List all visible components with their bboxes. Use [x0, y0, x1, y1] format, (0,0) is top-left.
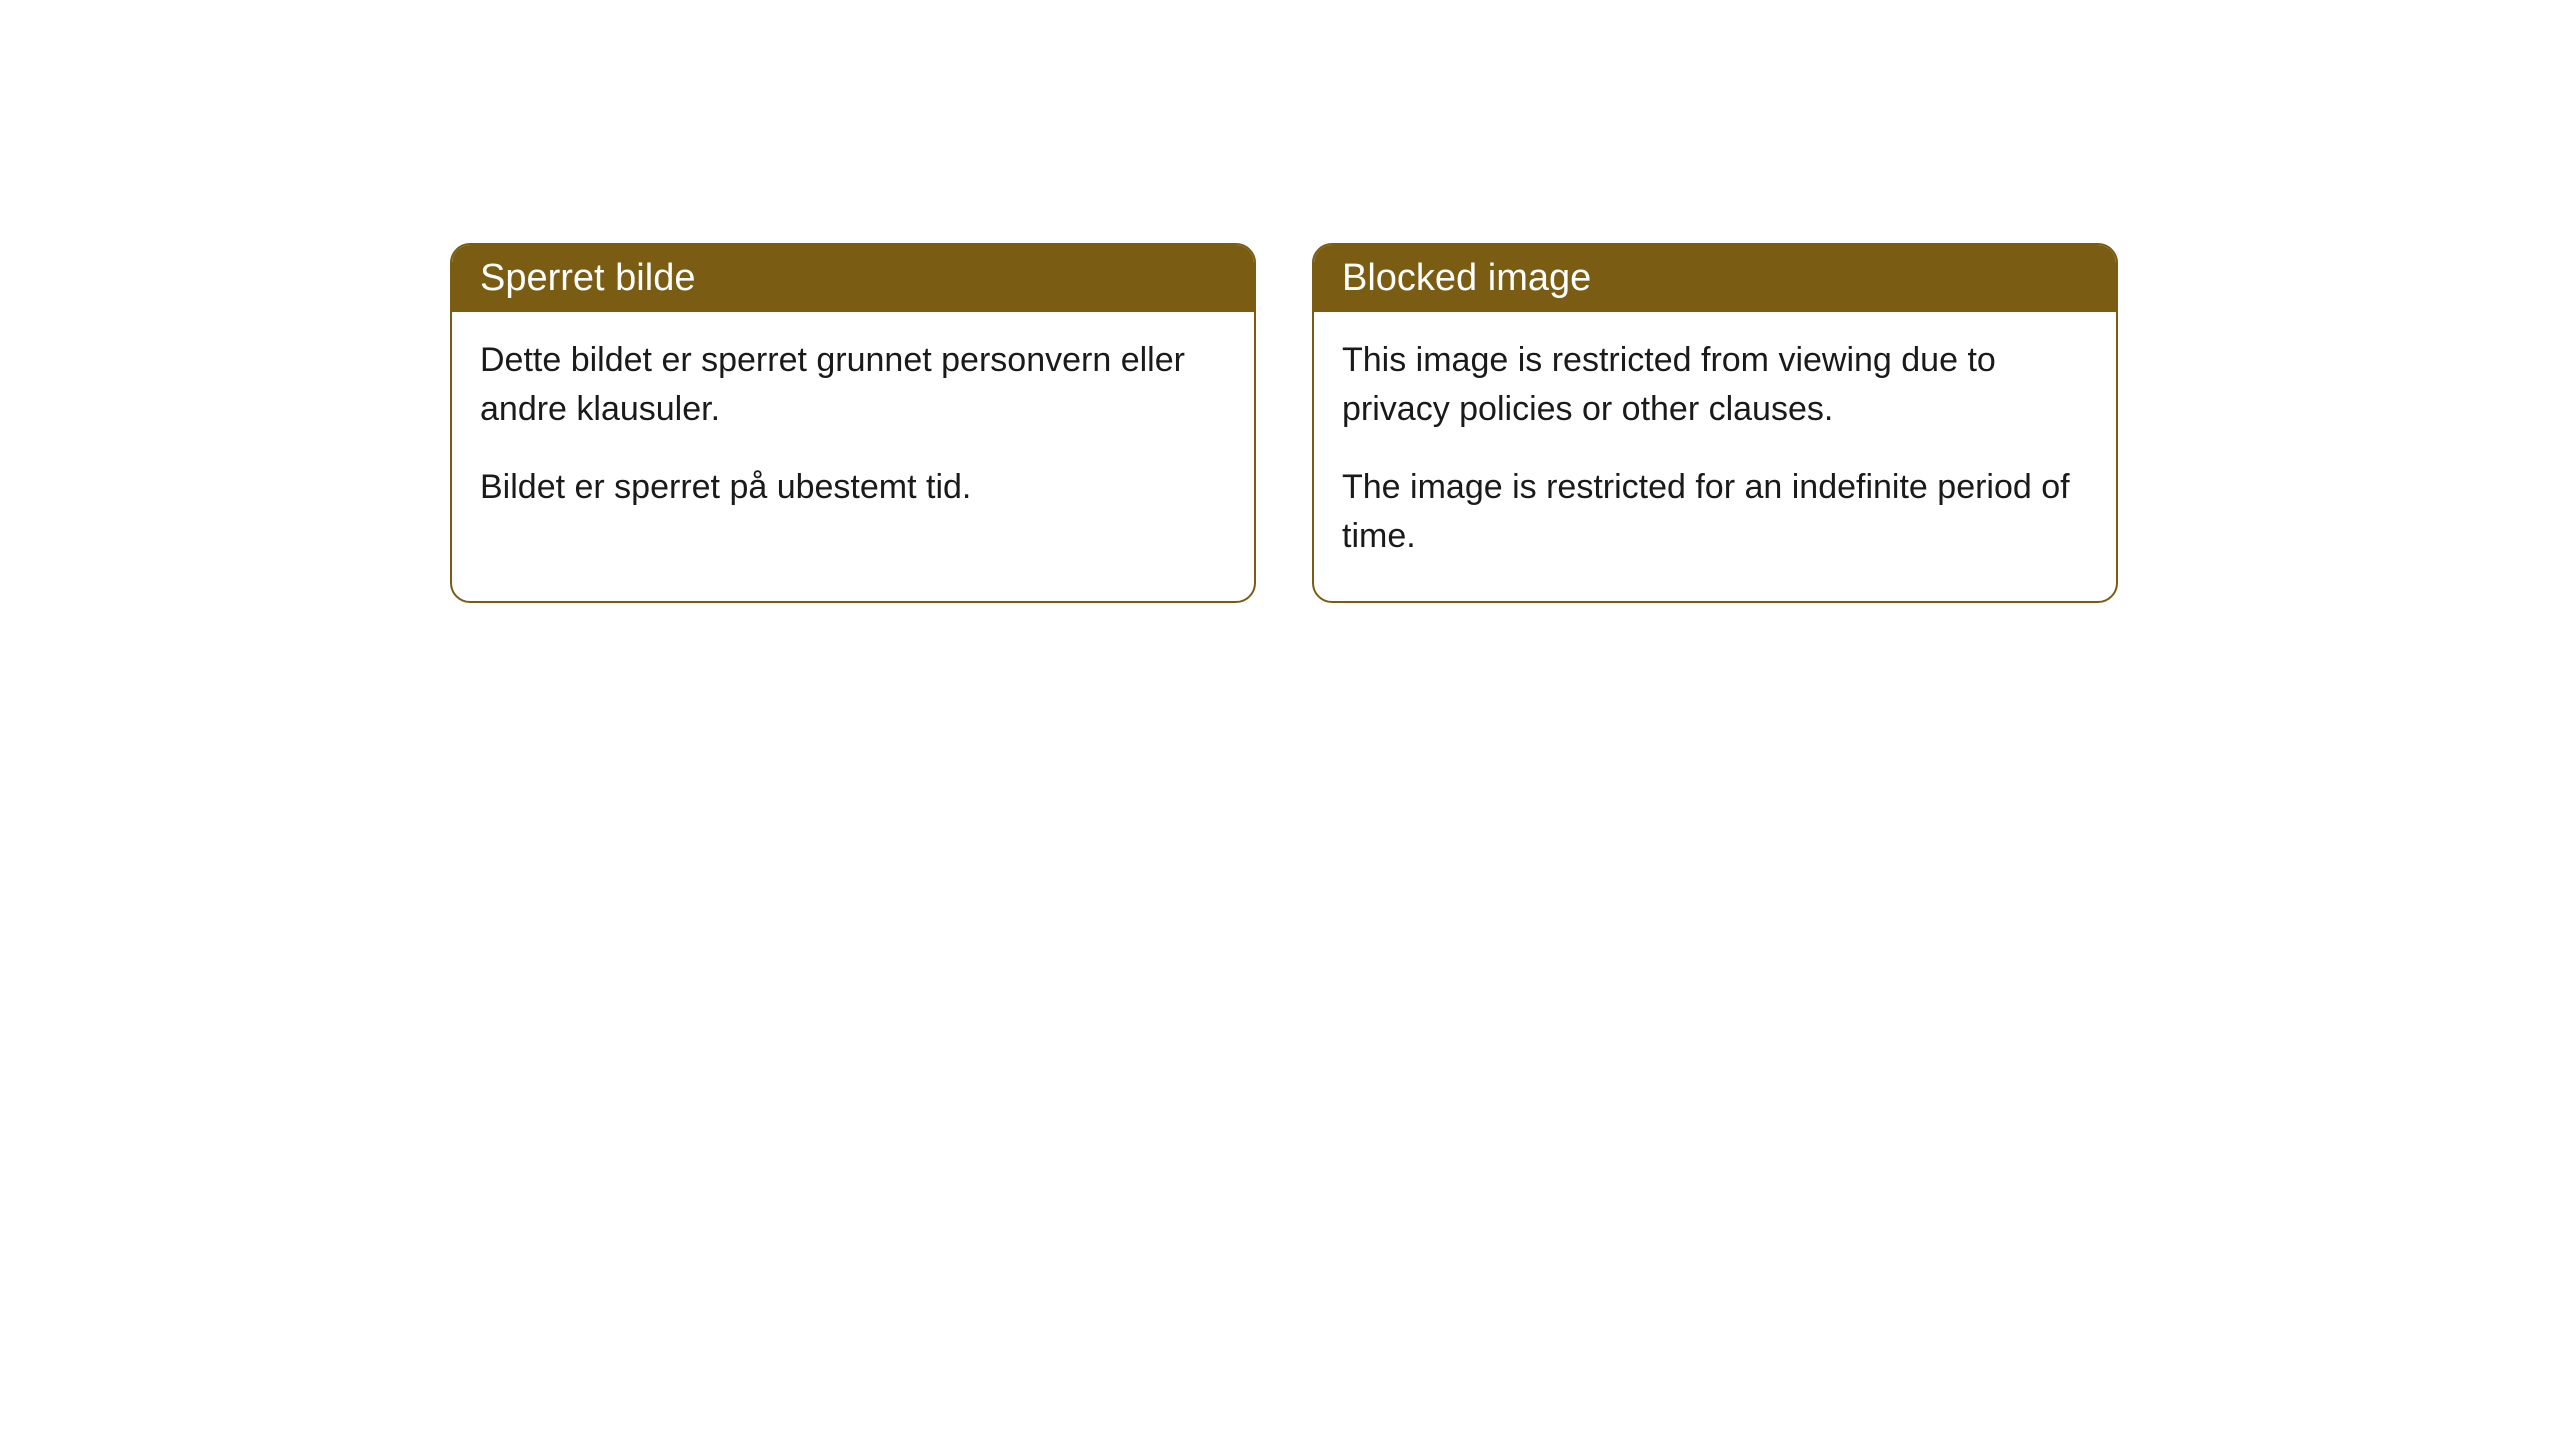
- card-body-norwegian: Dette bildet er sperret grunnet personve…: [452, 312, 1254, 552]
- card-text-norwegian-1: Dette bildet er sperret grunnet personve…: [480, 336, 1226, 435]
- card-title-english: Blocked image: [1342, 257, 1591, 299]
- card-body-english: This image is restricted from viewing du…: [1314, 312, 2116, 601]
- card-title-norwegian: Sperret bilde: [480, 257, 695, 299]
- card-header-norwegian: Sperret bilde: [452, 245, 1254, 312]
- card-text-english-2: The image is restricted for an indefinit…: [1342, 463, 2088, 562]
- notice-container: Sperret bilde Dette bildet er sperret gr…: [450, 243, 2118, 603]
- card-text-norwegian-2: Bildet er sperret på ubestemt tid.: [480, 463, 1226, 512]
- card-header-english: Blocked image: [1314, 245, 2116, 312]
- card-english: Blocked image This image is restricted f…: [1312, 243, 2118, 603]
- card-norwegian: Sperret bilde Dette bildet er sperret gr…: [450, 243, 1256, 603]
- card-text-english-1: This image is restricted from viewing du…: [1342, 336, 2088, 435]
